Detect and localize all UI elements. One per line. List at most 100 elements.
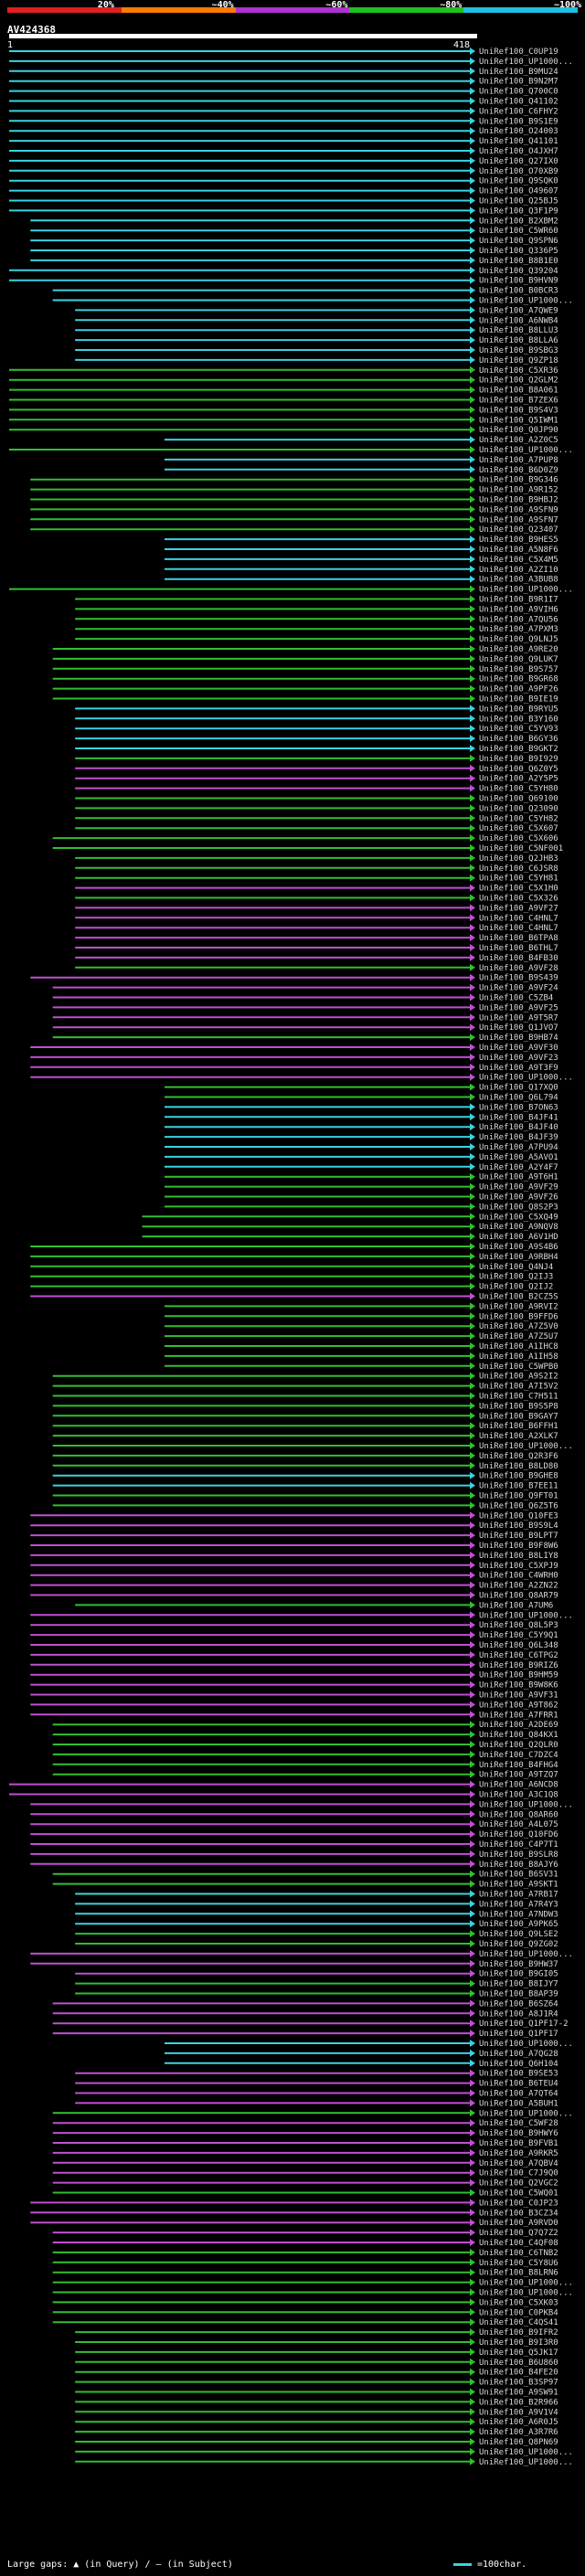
hit-label[interactable]: UniRef100_A9S4B6 bbox=[479, 1243, 558, 1252]
hit-label[interactable]: UniRef100_A9PF26 bbox=[479, 685, 558, 694]
hit-label[interactable]: UniRef100_C5XR36 bbox=[479, 366, 558, 376]
hit-label[interactable]: UniRef100_B6FFH1 bbox=[479, 1422, 558, 1431]
hit-label[interactable]: UniRef100_A3C1Q8 bbox=[479, 1791, 558, 1800]
hit-label[interactable]: UniRef100_C5XK03 bbox=[479, 2298, 558, 2307]
hit-label[interactable]: UniRef100_B4FB30 bbox=[479, 954, 558, 963]
hit-label[interactable]: UniRef100_A2ZN22 bbox=[479, 1582, 558, 1591]
hit-label[interactable]: UniRef100_C5X606 bbox=[479, 834, 558, 843]
hit-label[interactable]: UniRef100_C4QF08 bbox=[479, 2239, 558, 2248]
hit-label[interactable]: UniRef100_C0PKB4 bbox=[479, 2308, 558, 2317]
hit-label[interactable]: UniRef100_B9HES5 bbox=[479, 535, 558, 545]
hit-label[interactable]: UniRef100_A9SW91 bbox=[479, 2389, 558, 2398]
hit-label[interactable]: UniRef100_B9HWY6 bbox=[479, 2129, 558, 2138]
hit-label[interactable]: UniRef100_Q9ZG02 bbox=[479, 1940, 558, 1949]
hit-label[interactable]: UniRef100_B9SBG3 bbox=[479, 346, 558, 355]
hit-label[interactable]: UniRef100_Q39204 bbox=[479, 267, 558, 276]
hit-label[interactable]: UniRef100_A7PU94 bbox=[479, 1143, 558, 1152]
hit-label[interactable]: UniRef100_C5YV93 bbox=[479, 725, 558, 734]
hit-label[interactable]: UniRef100_A2Y5P5 bbox=[479, 775, 558, 784]
hit-label[interactable]: UniRef100_UP1000... bbox=[479, 1074, 573, 1083]
hit-label[interactable]: UniRef100_B8AJY6 bbox=[479, 1860, 558, 1870]
hit-label[interactable]: UniRef100_UP1000... bbox=[479, 1800, 573, 1809]
hit-label[interactable]: UniRef100_B9MU24 bbox=[479, 68, 558, 77]
hit-label[interactable]: UniRef100_B9S1E9 bbox=[479, 117, 558, 126]
hit-label[interactable]: UniRef100_B3SP97 bbox=[479, 2379, 558, 2388]
hit-label[interactable]: UniRef100_B9GI05 bbox=[479, 1970, 558, 1979]
hit-label[interactable]: UniRef100_B8B1E0 bbox=[479, 257, 558, 266]
hit-label[interactable]: UniRef100_A9SFN9 bbox=[479, 505, 558, 514]
hit-label[interactable]: UniRef100_A9R152 bbox=[479, 486, 558, 495]
hit-label[interactable]: UniRef100_Q10FE3 bbox=[479, 1511, 558, 1521]
hit-label[interactable]: UniRef100_A9VF26 bbox=[479, 1193, 558, 1203]
hit-label[interactable]: UniRef100_A7FRR1 bbox=[479, 1711, 558, 1720]
hit-label[interactable]: UniRef100_B9R1I7 bbox=[479, 596, 558, 605]
hit-label[interactable]: UniRef100_C5Y9Q1 bbox=[479, 1631, 558, 1640]
hit-label[interactable]: UniRef100_C4WRH0 bbox=[479, 1572, 558, 1581]
hit-label[interactable]: UniRef100_B9S4V3 bbox=[479, 406, 558, 415]
hit-label[interactable]: UniRef100_B8LRN6 bbox=[479, 2269, 558, 2278]
hit-label[interactable]: UniRef100_C5X4M5 bbox=[479, 556, 558, 565]
hit-label[interactable]: UniRef100_Q5JK17 bbox=[479, 2348, 558, 2358]
hit-label[interactable]: UniRef100_Q700C0 bbox=[479, 88, 558, 97]
hit-label[interactable]: UniRef100_A9VF31 bbox=[479, 1691, 558, 1701]
hit-label[interactable]: UniRef100_Q6H104 bbox=[479, 2060, 558, 2069]
hit-label[interactable]: UniRef100_A2XLK7 bbox=[479, 1432, 558, 1441]
hit-label[interactable]: UniRef100_A9SKT1 bbox=[479, 1881, 558, 1890]
hit-label[interactable]: UniRef100_B9RIZ6 bbox=[479, 1661, 558, 1670]
hit-label[interactable]: UniRef100_B9HBJ2 bbox=[479, 496, 558, 505]
hit-label[interactable]: UniRef100_B9G346 bbox=[479, 476, 558, 485]
hit-label[interactable]: UniRef100_B9I929 bbox=[479, 755, 558, 764]
hit-label[interactable]: UniRef100_O4JXH7 bbox=[479, 147, 558, 156]
hit-label[interactable]: UniRef100_B9LPT7 bbox=[479, 1532, 558, 1541]
hit-label[interactable]: UniRef100_B9N2M7 bbox=[479, 78, 558, 87]
hit-label[interactable]: UniRef100_Q2QLR0 bbox=[479, 1741, 558, 1750]
hit-label[interactable]: UniRef100_Q7Q7Z2 bbox=[479, 2229, 558, 2238]
hit-label[interactable]: UniRef100_UP1000... bbox=[479, 2458, 573, 2467]
hit-label[interactable]: UniRef100_A7Z5V0 bbox=[479, 1322, 558, 1331]
hit-label[interactable]: UniRef100_A7I5V2 bbox=[479, 1383, 558, 1392]
hit-label[interactable]: UniRef100_C5YH81 bbox=[479, 875, 558, 884]
hit-label[interactable]: UniRef100_A1IHC8 bbox=[479, 1342, 558, 1352]
hit-label[interactable]: UniRef100_A9NQV8 bbox=[479, 1223, 558, 1232]
hit-label[interactable]: UniRef100_C5WR60 bbox=[479, 227, 558, 236]
hit-label[interactable]: UniRef100_UP1000... bbox=[479, 586, 573, 595]
hit-label[interactable]: UniRef100_A2ZI10 bbox=[479, 566, 558, 575]
hit-label[interactable]: UniRef100_A9T6H1 bbox=[479, 1173, 558, 1182]
hit-label[interactable]: UniRef100_A5BUH1 bbox=[479, 2099, 558, 2108]
hit-label[interactable]: UniRef100_B8A061 bbox=[479, 387, 558, 396]
hit-label[interactable]: UniRef100_A9VF28 bbox=[479, 964, 558, 973]
hit-label[interactable]: UniRef100_Q2IJ3 bbox=[479, 1273, 553, 1282]
hit-label[interactable]: UniRef100_B4JF41 bbox=[479, 1113, 558, 1122]
hit-label[interactable]: UniRef100_A9VF27 bbox=[479, 904, 558, 913]
hit-label[interactable]: UniRef100_B8AP39 bbox=[479, 1990, 558, 1999]
hit-label[interactable]: UniRef100_A3R7R6 bbox=[479, 2428, 558, 2437]
hit-label[interactable]: UniRef100_C5X607 bbox=[479, 824, 558, 833]
hit-label[interactable]: UniRef100_B8IJY7 bbox=[479, 1980, 558, 1989]
hit-label[interactable]: UniRef100_A9T862 bbox=[479, 1701, 558, 1710]
hit-label[interactable]: UniRef100_B0BCR3 bbox=[479, 287, 558, 296]
hit-label[interactable]: UniRef100_A9VIH6 bbox=[479, 605, 558, 614]
hit-label[interactable]: UniRef100_B6TPA8 bbox=[479, 934, 558, 943]
hit-label[interactable]: UniRef100_UP1000... bbox=[479, 2289, 573, 2298]
hit-label[interactable]: UniRef100_C4P7T1 bbox=[479, 1840, 558, 1850]
hit-label[interactable]: UniRef100_B9HVN9 bbox=[479, 277, 558, 286]
hit-label[interactable]: UniRef100_B7EE11 bbox=[479, 1482, 558, 1491]
hit-label[interactable]: UniRef100_C5WQ01 bbox=[479, 2189, 558, 2199]
hit-label[interactable]: UniRef100_A9VF29 bbox=[479, 1183, 558, 1193]
hit-label[interactable]: UniRef100_A6V1HD bbox=[479, 1233, 558, 1242]
hit-label[interactable]: UniRef100_A9VF23 bbox=[479, 1054, 558, 1063]
hit-label[interactable]: UniRef100_Q4NJ4 bbox=[479, 1263, 553, 1272]
hit-label[interactable]: UniRef100_B8LD80 bbox=[479, 1462, 558, 1471]
hit-label[interactable]: UniRef100_UP1000... bbox=[479, 2448, 573, 2457]
hit-label[interactable]: UniRef100_C6TPG2 bbox=[479, 1651, 558, 1660]
hit-label[interactable]: UniRef100_B2R966 bbox=[479, 2398, 558, 2407]
hit-label[interactable]: UniRef100_C5X1H0 bbox=[479, 885, 558, 894]
hit-label[interactable]: UniRef100_B9FFD6 bbox=[479, 1312, 558, 1321]
hit-label[interactable]: UniRef100_A8J1R4 bbox=[479, 2009, 558, 2019]
hit-label[interactable]: UniRef100_B9HW37 bbox=[479, 1960, 558, 1969]
hit-label[interactable]: UniRef100_B9F8W6 bbox=[479, 1542, 558, 1551]
hit-label[interactable]: UniRef100_Q8PN69 bbox=[479, 2438, 558, 2447]
hit-label[interactable]: UniRef100_Q8L5P3 bbox=[479, 1621, 558, 1630]
hit-label[interactable]: UniRef100_A5AVO1 bbox=[479, 1153, 558, 1162]
hit-label[interactable]: UniRef100_Q9LNJ5 bbox=[479, 635, 558, 644]
